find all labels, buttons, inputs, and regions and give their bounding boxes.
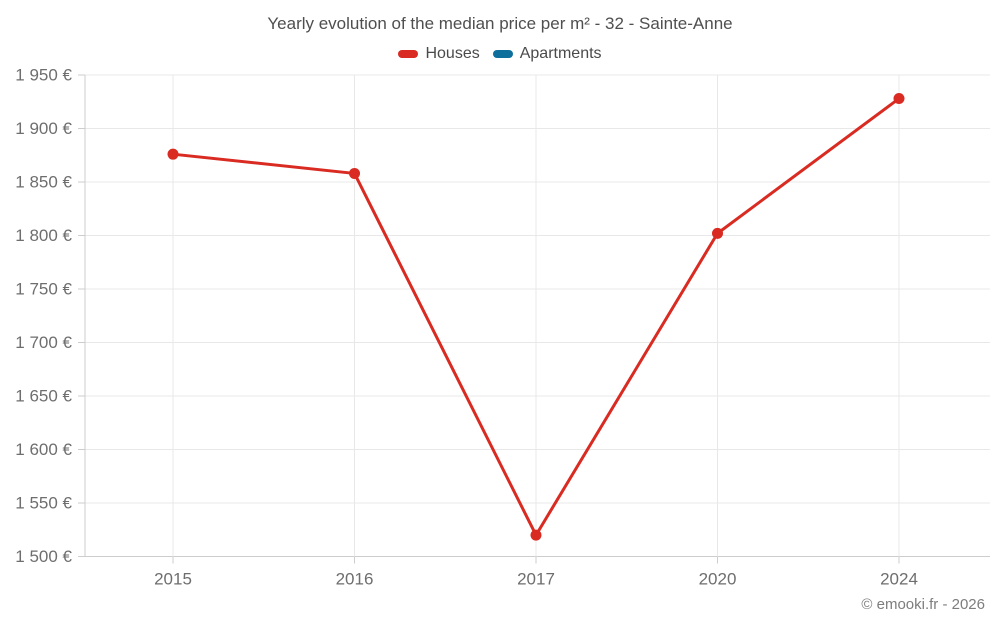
y-tick-label: 1 700 € (15, 333, 72, 352)
x-tick-label: 2015 (154, 570, 192, 589)
x-tick-label: 2017 (517, 570, 555, 589)
legend-swatch-houses (398, 50, 419, 58)
copyright-credit: © emooki.fr - 2026 (861, 596, 985, 613)
y-tick-label: 1 800 € (15, 226, 72, 245)
legend-label-apartments: Apartments (519, 45, 602, 62)
y-tick-label: 1 500 € (15, 547, 72, 566)
data-point-houses-2015[interactable] (167, 148, 179, 160)
legend-label-houses: Houses (425, 45, 480, 62)
y-tick-label: 1 900 € (15, 119, 72, 138)
data-point-houses-2020[interactable] (712, 227, 723, 239)
chart-legend: Houses Apartments (0, 44, 1000, 64)
x-tick-label: 2024 (880, 570, 918, 589)
y-tick-label: 1 850 € (15, 173, 72, 192)
x-tick-label: 2020 (699, 570, 737, 589)
legend-item-houses[interactable]: Houses (398, 45, 480, 63)
data-point-houses-2024[interactable] (893, 93, 905, 105)
legend-item-apartments[interactable]: Apartments (492, 45, 602, 63)
x-tick-label: 2016 (336, 570, 374, 589)
data-point-houses-2016[interactable] (349, 167, 360, 179)
y-tick-label: 1 750 € (15, 280, 72, 299)
legend-swatch-apartments (492, 50, 513, 58)
y-tick-label: 1 950 € (15, 66, 72, 85)
y-tick-label: 1 600 € (15, 440, 72, 459)
y-tick-label: 1 550 € (15, 494, 72, 513)
data-point-houses-2017[interactable] (530, 529, 542, 541)
chart-title: Yearly evolution of the median price per… (267, 14, 733, 33)
y-tick-label: 1 650 € (15, 387, 72, 406)
